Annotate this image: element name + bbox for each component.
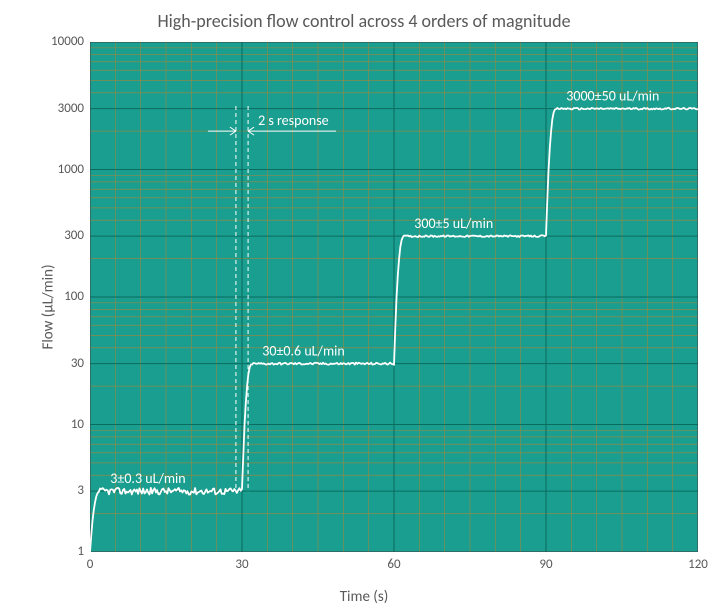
x-tick-label: 0 xyxy=(80,558,100,571)
step-label: 3000±50 uL/min xyxy=(566,88,659,105)
step-label: 300±5 uL/min xyxy=(414,215,493,232)
y-tick-label: 10000 xyxy=(51,35,84,48)
y-axis-label: Flow (µL/min) xyxy=(40,264,58,349)
x-tick-label: 90 xyxy=(536,558,556,571)
y-tick-label: 300 xyxy=(64,229,84,242)
y-tick-label: 1 xyxy=(77,545,84,558)
y-tick-label: 30 xyxy=(71,357,84,370)
x-tick-label: 30 xyxy=(232,558,252,571)
x-tick-label: 120 xyxy=(688,558,708,571)
response-annotation: 2 s response xyxy=(258,112,329,129)
chart-title: High-precision flow control across 4 ord… xyxy=(0,10,728,32)
x-tick-label: 60 xyxy=(384,558,404,571)
y-tick-label: 100 xyxy=(64,290,84,303)
plot-svg: 3±0.3 uL/min 30±0.6 uL/min 300±5 uL/min 300… xyxy=(90,42,698,552)
x-axis-label: Time (s) xyxy=(0,588,728,606)
y-tick-label: 3 xyxy=(77,484,84,497)
y-tick-label: 3000 xyxy=(58,102,84,115)
step-label: 3±0.3 uL/min xyxy=(110,470,185,487)
step-label: 30±0.6 uL/min xyxy=(262,343,344,360)
chart-container: High-precision flow control across 4 ord… xyxy=(0,0,728,614)
y-tick-label: 1000 xyxy=(58,163,84,176)
plot-area: 3±0.3 uL/min 30±0.6 uL/min 300±5 uL/min 300… xyxy=(90,42,698,552)
y-tick-label: 10 xyxy=(71,418,84,431)
